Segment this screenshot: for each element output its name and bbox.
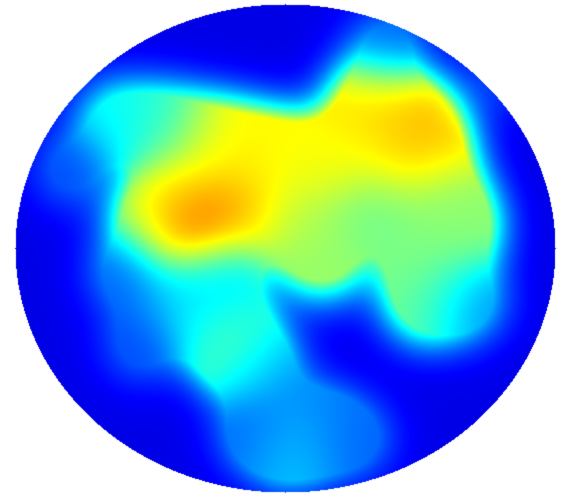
heatmap-figure <box>0 0 573 503</box>
